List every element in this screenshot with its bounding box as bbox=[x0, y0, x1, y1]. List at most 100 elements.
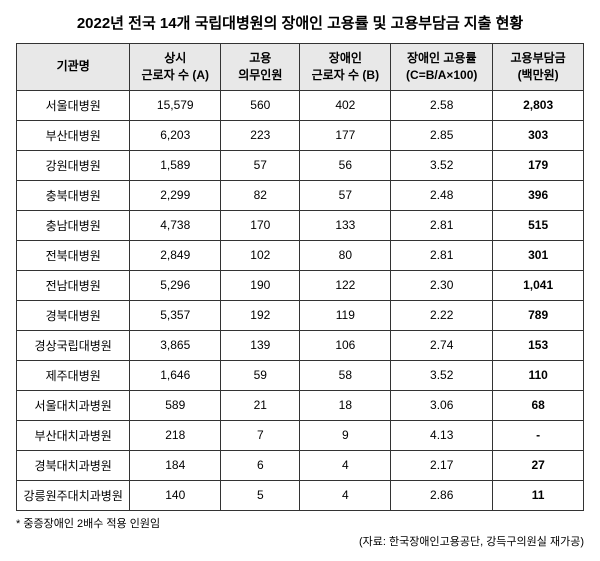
cell-disabled: 133 bbox=[300, 210, 391, 240]
table-row: 경북대병원5,3571921192.22789 bbox=[17, 300, 584, 330]
cell-name: 부산대병원 bbox=[17, 120, 130, 150]
cell-disabled: 119 bbox=[300, 300, 391, 330]
cell-disabled: 56 bbox=[300, 150, 391, 180]
cell-duty: 82 bbox=[221, 180, 300, 210]
cell-name: 강원대병원 bbox=[17, 150, 130, 180]
cell-rate: 3.52 bbox=[391, 360, 493, 390]
header-workers-l1: 상시 bbox=[164, 51, 186, 65]
cell-workers: 5,296 bbox=[130, 270, 221, 300]
cell-rate: 2.22 bbox=[391, 300, 493, 330]
cell-disabled: 106 bbox=[300, 330, 391, 360]
header-disabled-l1: 장애인 bbox=[329, 51, 362, 65]
header-row: 기관명 상시 근로자 수 (A) 고용 의무인원 장애인 근로자 수 (B) 장… bbox=[17, 44, 584, 91]
data-table: 기관명 상시 근로자 수 (A) 고용 의무인원 장애인 근로자 수 (B) 장… bbox=[16, 43, 584, 511]
cell-levy: 1,041 bbox=[493, 270, 584, 300]
cell-name: 부산대치과병원 bbox=[17, 420, 130, 450]
header-workers: 상시 근로자 수 (A) bbox=[130, 44, 221, 91]
cell-duty: 59 bbox=[221, 360, 300, 390]
cell-duty: 57 bbox=[221, 150, 300, 180]
cell-name: 경북대치과병원 bbox=[17, 450, 130, 480]
cell-rate: 2.48 bbox=[391, 180, 493, 210]
cell-duty: 5 bbox=[221, 480, 300, 510]
cell-levy: 27 bbox=[493, 450, 584, 480]
cell-levy: 179 bbox=[493, 150, 584, 180]
cell-name: 충북대병원 bbox=[17, 180, 130, 210]
cell-name: 전북대병원 bbox=[17, 240, 130, 270]
cell-disabled: 4 bbox=[300, 450, 391, 480]
header-levy-l2: (백만원) bbox=[518, 68, 559, 82]
cell-rate: 2.85 bbox=[391, 120, 493, 150]
cell-rate: 2.86 bbox=[391, 480, 493, 510]
header-rate-l2: (C=B/A×100) bbox=[406, 68, 477, 82]
cell-duty: 6 bbox=[221, 450, 300, 480]
cell-duty: 21 bbox=[221, 390, 300, 420]
table-row: 전북대병원2,849102802.81301 bbox=[17, 240, 584, 270]
cell-levy: 301 bbox=[493, 240, 584, 270]
cell-name: 전남대병원 bbox=[17, 270, 130, 300]
cell-workers: 6,203 bbox=[130, 120, 221, 150]
cell-name: 경북대병원 bbox=[17, 300, 130, 330]
source: (자료: 한국장애인고용공단, 강득구의원실 재가공) bbox=[16, 533, 584, 549]
cell-workers: 15,579 bbox=[130, 90, 221, 120]
table-row: 강원대병원1,58957563.52179 bbox=[17, 150, 584, 180]
cell-disabled: 57 bbox=[300, 180, 391, 210]
cell-name: 강릉원주대치과병원 bbox=[17, 480, 130, 510]
cell-levy: 153 bbox=[493, 330, 584, 360]
cell-workers: 589 bbox=[130, 390, 221, 420]
cell-levy: 515 bbox=[493, 210, 584, 240]
cell-workers: 218 bbox=[130, 420, 221, 450]
cell-levy: 303 bbox=[493, 120, 584, 150]
cell-levy: 11 bbox=[493, 480, 584, 510]
cell-name: 서울대병원 bbox=[17, 90, 130, 120]
cell-levy: 110 bbox=[493, 360, 584, 390]
table-row: 부산대병원6,2032231772.85303 bbox=[17, 120, 584, 150]
table-row: 충북대병원2,29982572.48396 bbox=[17, 180, 584, 210]
table-row: 경북대치과병원184642.1727 bbox=[17, 450, 584, 480]
cell-workers: 1,589 bbox=[130, 150, 221, 180]
cell-rate: 2.74 bbox=[391, 330, 493, 360]
cell-name: 서울대치과병원 bbox=[17, 390, 130, 420]
cell-rate: 3.06 bbox=[391, 390, 493, 420]
cell-duty: 190 bbox=[221, 270, 300, 300]
cell-workers: 5,357 bbox=[130, 300, 221, 330]
header-name: 기관명 bbox=[17, 44, 130, 91]
cell-workers: 2,849 bbox=[130, 240, 221, 270]
cell-duty: 139 bbox=[221, 330, 300, 360]
cell-disabled: 402 bbox=[300, 90, 391, 120]
table-row: 부산대치과병원218794.13- bbox=[17, 420, 584, 450]
cell-duty: 170 bbox=[221, 210, 300, 240]
header-duty-l1: 고용 bbox=[249, 51, 271, 65]
cell-rate: 2.58 bbox=[391, 90, 493, 120]
cell-name: 충남대병원 bbox=[17, 210, 130, 240]
table-row: 전남대병원5,2961901222.301,041 bbox=[17, 270, 584, 300]
cell-disabled: 177 bbox=[300, 120, 391, 150]
table-row: 경상국립대병원3,8651391062.74153 bbox=[17, 330, 584, 360]
cell-disabled: 58 bbox=[300, 360, 391, 390]
header-workers-l2: 근로자 수 (A) bbox=[142, 68, 210, 82]
cell-workers: 3,865 bbox=[130, 330, 221, 360]
cell-workers: 2,299 bbox=[130, 180, 221, 210]
cell-rate: 2.30 bbox=[391, 270, 493, 300]
header-rate-l1: 장애인 고용률 bbox=[407, 51, 477, 65]
header-disabled-l2: 근로자 수 (B) bbox=[312, 68, 380, 82]
table-row: 서울대병원15,5795604022.582,803 bbox=[17, 90, 584, 120]
cell-rate: 3.52 bbox=[391, 150, 493, 180]
cell-name: 경상국립대병원 bbox=[17, 330, 130, 360]
cell-workers: 184 bbox=[130, 450, 221, 480]
cell-duty: 7 bbox=[221, 420, 300, 450]
header-duty: 고용 의무인원 bbox=[221, 44, 300, 91]
cell-levy: 789 bbox=[493, 300, 584, 330]
footnote: * 중증장애인 2배수 적용 인원임 bbox=[16, 515, 584, 531]
cell-name: 제주대병원 bbox=[17, 360, 130, 390]
cell-duty: 102 bbox=[221, 240, 300, 270]
header-levy-l1: 고용부담금 bbox=[511, 51, 566, 65]
table-title: 2022년 전국 14개 국립대병원의 장애인 고용률 및 고용부담금 지출 현… bbox=[16, 12, 584, 33]
cell-duty: 560 bbox=[221, 90, 300, 120]
cell-workers: 1,646 bbox=[130, 360, 221, 390]
cell-rate: 2.17 bbox=[391, 450, 493, 480]
cell-duty: 192 bbox=[221, 300, 300, 330]
cell-disabled: 80 bbox=[300, 240, 391, 270]
table-row: 제주대병원1,64659583.52110 bbox=[17, 360, 584, 390]
cell-disabled: 4 bbox=[300, 480, 391, 510]
cell-levy: 396 bbox=[493, 180, 584, 210]
